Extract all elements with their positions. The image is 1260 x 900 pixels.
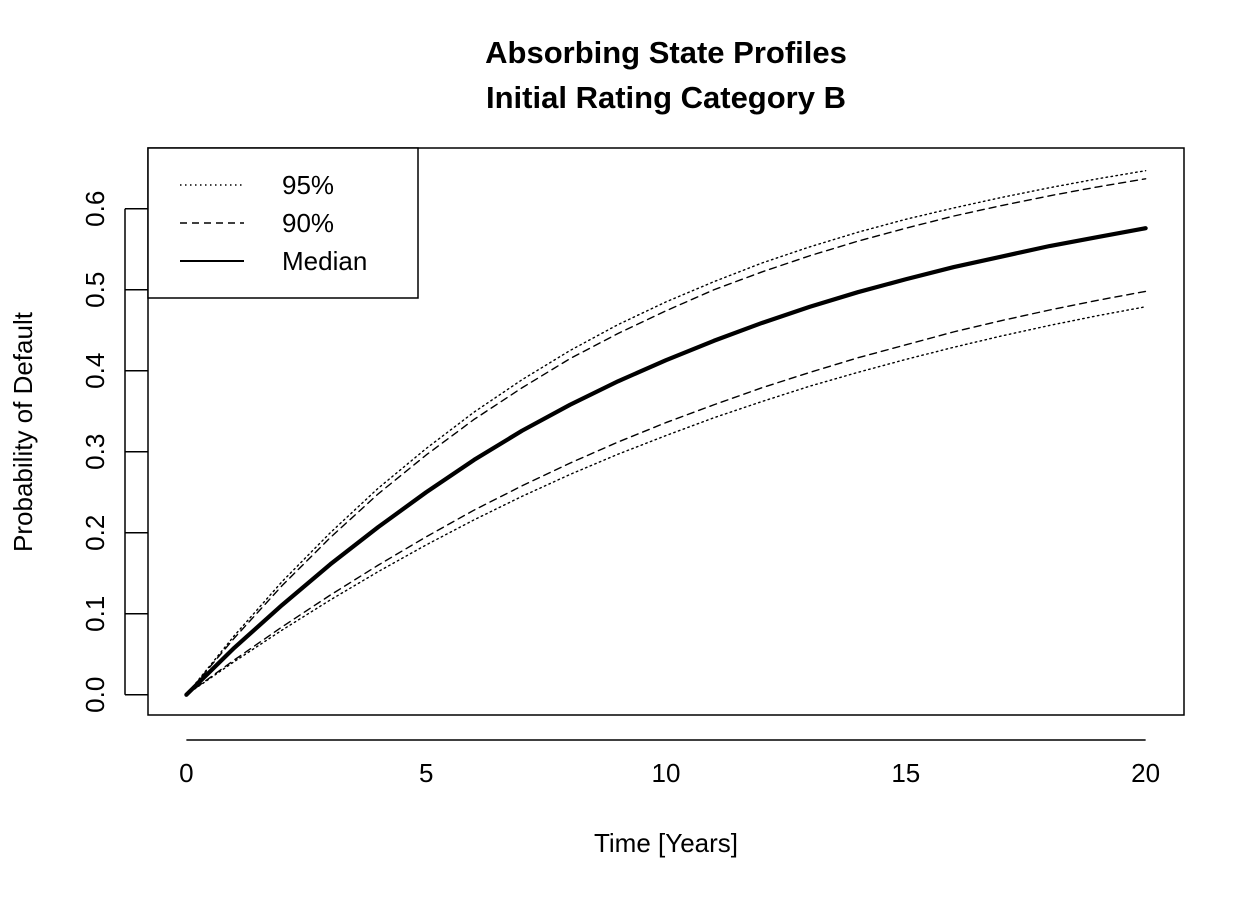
legend-label-median: Median bbox=[282, 246, 367, 276]
legend-label-90: 90% bbox=[282, 208, 334, 238]
y-axis-label: Probability of Default bbox=[8, 311, 38, 552]
legend: 95% 90% Median bbox=[147, 147, 419, 299]
x-axis: 0 5 10 15 20 bbox=[179, 739, 1160, 788]
y-tick-label: 0.6 bbox=[80, 191, 110, 227]
y-tick-label: 0.0 bbox=[80, 677, 110, 713]
chart-subtitle: Initial Rating Category B bbox=[486, 80, 846, 115]
series-line-dotted-lower bbox=[185, 306, 1147, 696]
y-tick-label: 0.2 bbox=[80, 515, 110, 551]
x-tick-label: 0 bbox=[179, 758, 193, 788]
y-axis: 0.0 0.1 0.2 0.3 0.4 0.5 0.6 bbox=[80, 191, 148, 713]
series-layer bbox=[184, 169, 1148, 697]
series-line-dashed-upper bbox=[185, 178, 1147, 696]
x-tick-label: 5 bbox=[419, 758, 433, 788]
plot-frame bbox=[147, 147, 1185, 716]
y-tick-label: 0.1 bbox=[80, 596, 110, 632]
series-line-dotted-upper bbox=[185, 169, 1147, 696]
x-tick-label: 10 bbox=[652, 758, 681, 788]
x-tick-label: 15 bbox=[891, 758, 920, 788]
y-tick-label: 0.5 bbox=[80, 272, 110, 308]
series-line-solid-median bbox=[184, 226, 1148, 697]
legend-label-95: 95% bbox=[282, 170, 334, 200]
y-tick-label: 0.3 bbox=[80, 434, 110, 470]
chart-title: Absorbing State Profiles bbox=[485, 35, 847, 70]
y-tick-label: 0.4 bbox=[80, 353, 110, 389]
x-tick-label: 20 bbox=[1131, 758, 1160, 788]
series-line-dashed-lower bbox=[185, 290, 1147, 696]
x-axis-label: Time [Years] bbox=[594, 828, 738, 858]
